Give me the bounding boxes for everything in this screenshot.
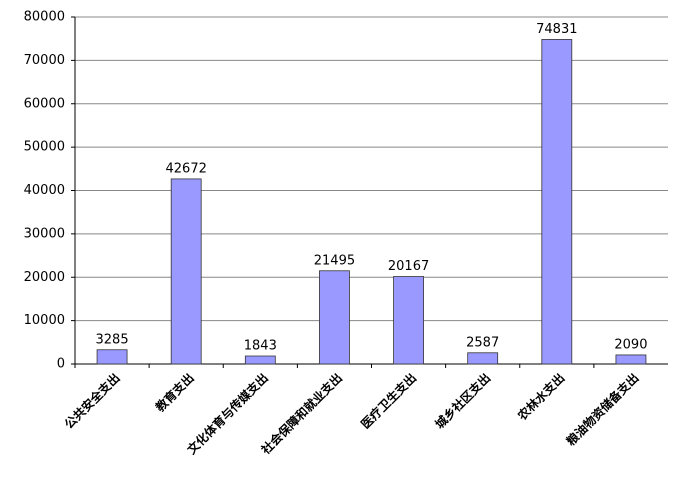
bar [615,354,647,365]
x-tick-label: 医疗卫生支出 [358,370,420,432]
y-tick-label: 60000 [24,96,65,111]
y-tick-label: 80000 [24,10,65,25]
bar [393,276,424,365]
bar [96,349,128,365]
value-label: 20167 [388,259,429,274]
bar [319,270,350,365]
value-label: 21495 [314,253,355,268]
value-label: 2587 [466,335,499,350]
y-tick-label: 70000 [24,53,65,68]
x-tick-label: 粮油物资储备支出 [563,370,641,448]
y-tick-label: 40000 [24,183,65,198]
y-tick-label: 20000 [24,270,65,285]
x-tick-label: 教育支出 [152,370,197,415]
x-tick-label: 农林水支出 [514,370,568,424]
y-tick-label: 10000 [24,313,65,328]
value-label: 2090 [614,337,647,352]
y-tick-label: 0 [57,357,65,372]
x-tick-label: 社会保障和就业支出 [257,370,345,458]
value-label: 74831 [536,22,577,37]
x-tick-label: 公共安全支出 [61,370,123,432]
value-label: 42672 [166,161,207,176]
bar [467,352,499,365]
bar [244,355,276,365]
value-label: 3285 [96,332,129,347]
bar [541,39,573,365]
y-tick-label: 50000 [24,140,65,155]
y-tick-label: 30000 [24,226,65,241]
value-label: 1843 [244,339,277,354]
x-tick-label: 文化体育与传媒支出 [184,370,271,457]
bar [170,178,202,365]
x-tick-label: 城乡社区支出 [432,370,494,432]
